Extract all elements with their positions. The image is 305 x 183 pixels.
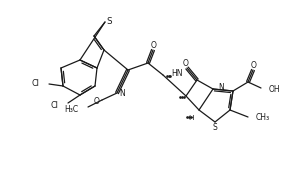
Text: CH₃: CH₃	[256, 113, 270, 122]
Text: HN: HN	[171, 68, 182, 77]
Text: N: N	[119, 89, 125, 98]
Text: N: N	[218, 83, 224, 92]
Text: O: O	[251, 61, 257, 70]
Text: H₃C: H₃C	[64, 104, 78, 113]
Text: O: O	[151, 42, 157, 51]
Text: S: S	[213, 124, 217, 132]
Text: Cl: Cl	[31, 79, 39, 89]
Text: H: H	[188, 115, 194, 121]
Text: OH: OH	[269, 85, 281, 94]
Text: Cl: Cl	[50, 100, 58, 109]
Text: O: O	[94, 96, 100, 106]
Text: S: S	[106, 16, 112, 25]
Text: O: O	[183, 59, 189, 68]
